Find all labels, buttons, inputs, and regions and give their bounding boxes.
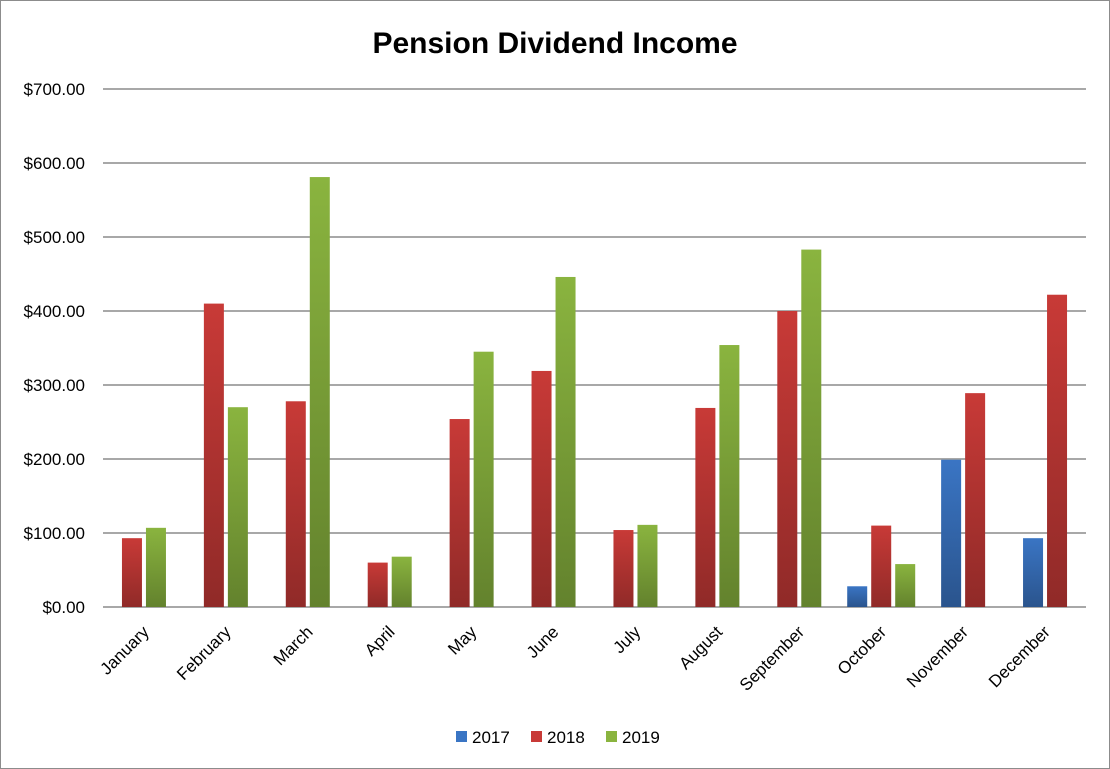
y-tick-label: $700.00	[24, 80, 85, 99]
bar-2018-february	[203, 303, 224, 607]
legend-label-2017: 2017	[472, 728, 510, 747]
bar-2019-april	[391, 556, 412, 607]
bar-2018-april	[367, 562, 388, 607]
legend-swatch-2017	[456, 731, 467, 742]
y-tick-label: $400.00	[24, 302, 85, 321]
bar-2017-november	[941, 459, 962, 607]
legend-swatch-2019	[606, 731, 617, 742]
x-category-label: February	[173, 622, 235, 684]
bar-2018-july	[613, 530, 634, 607]
bar-2019-july	[637, 524, 658, 607]
bar-2019-june	[555, 276, 576, 607]
bar-2019-may	[473, 351, 494, 607]
gridlines	[103, 88, 1086, 608]
y-tick-label: $0.00	[42, 598, 85, 617]
x-category-label: October	[834, 622, 890, 678]
x-axis-category-labels: January February March April May June July Augu…	[97, 622, 1055, 695]
bar-2019-february	[227, 407, 248, 607]
y-tick-label: $100.00	[24, 524, 85, 543]
bar-2017-december	[1023, 538, 1044, 607]
bar-2019-august	[719, 345, 740, 607]
y-tick-label: $200.00	[24, 450, 85, 469]
bar-2018-september	[777, 311, 798, 607]
x-category-label: September	[736, 622, 808, 694]
y-axis-tick-labels: $0.00 $100.00 $200.00 $300.00 $400.00 $500.00…	[24, 80, 85, 617]
bar-2018-march	[285, 401, 306, 607]
x-category-label: November	[903, 622, 972, 691]
x-category-label: April	[361, 622, 398, 659]
bar-2018-june	[531, 370, 552, 607]
x-category-label: March	[270, 622, 317, 669]
legend-label-2019: 2019	[622, 728, 660, 747]
y-tick-label: $300.00	[24, 376, 85, 395]
x-category-label: January	[97, 622, 154, 679]
bars	[121, 177, 1068, 607]
bar-2018-august	[695, 407, 716, 607]
y-tick-label: $500.00	[24, 228, 85, 247]
bar-2019-march	[309, 177, 330, 607]
legend-swatch-2018	[531, 731, 542, 742]
bar-2018-december	[1047, 294, 1068, 607]
x-category-label: July	[609, 622, 644, 657]
x-category-label: June	[523, 622, 563, 662]
bar-2018-october	[871, 525, 892, 607]
x-category-label: December	[985, 622, 1054, 691]
chart-title: Pension Dividend Income	[372, 27, 737, 60]
legend-label-2018: 2018	[547, 728, 585, 747]
bar-2019-january	[145, 527, 166, 607]
bar-2018-may	[449, 419, 470, 607]
legend: 2017 2018 2019	[456, 728, 660, 747]
bar-2019-september	[801, 249, 822, 607]
bar-2018-november	[965, 393, 986, 607]
x-category-label: August	[675, 622, 726, 673]
bar-2018-january	[121, 538, 142, 607]
x-category-label: May	[444, 622, 480, 658]
bar-2017-october	[847, 586, 868, 607]
bar-2019-october	[895, 564, 916, 607]
y-tick-label: $600.00	[24, 154, 85, 173]
